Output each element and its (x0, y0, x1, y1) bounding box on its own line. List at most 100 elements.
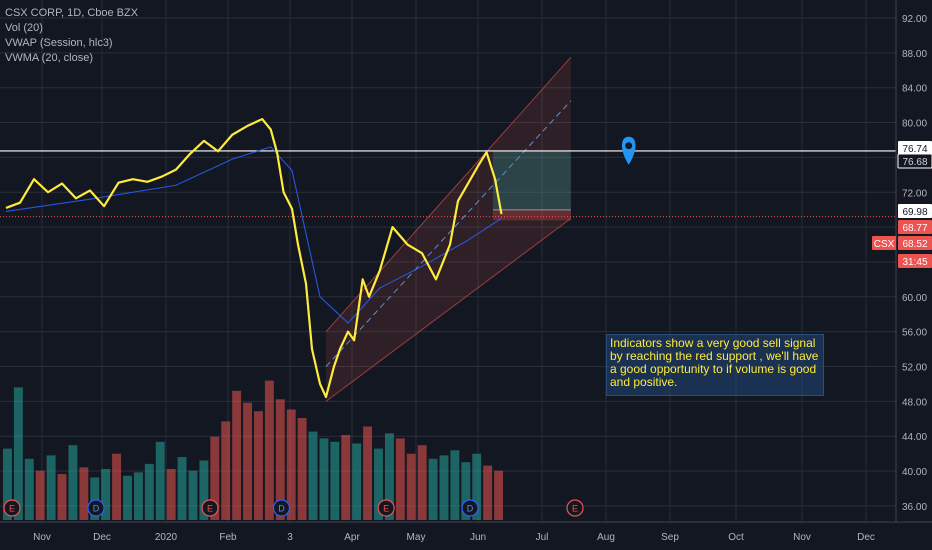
earnings-label: E (383, 504, 389, 514)
volume-bar (406, 453, 416, 520)
x-tick-label: Dec (857, 532, 875, 543)
price-label: 31:45 (898, 254, 932, 268)
y-tick-label: 88.00 (902, 49, 927, 60)
legend-vwma[interactable]: VWMA (20, close) (5, 52, 94, 64)
earnings-event-marker[interactable]: E (201, 499, 219, 517)
x-tick-label: Jun (470, 532, 486, 543)
vwma-line (5, 146, 502, 324)
y-tick-label: 60.00 (902, 293, 927, 304)
volume-bar (461, 462, 471, 520)
price-label-text: 31:45 (902, 257, 927, 268)
volume-bar (188, 470, 198, 520)
y-tick-label: 44.00 (902, 432, 927, 443)
volume-bar (243, 402, 252, 520)
volume-bar (450, 450, 460, 520)
dividend-label: D (93, 504, 100, 514)
channel-midline[interactable] (325, 100, 572, 367)
volume-bar (155, 441, 165, 520)
price-labels: 76.74 76.68 69.98 68.77 68.52 31:45 CSX (872, 141, 932, 268)
volume-bar (352, 443, 362, 520)
price-label-box (898, 220, 932, 234)
volume-bar (133, 472, 143, 520)
volume-bar (101, 469, 111, 520)
y-tick-label: 56.00 (902, 328, 927, 339)
position-stop-zone[interactable] (492, 209, 571, 221)
legend-vwap[interactable]: VWAP (Session, hlc3) (5, 37, 113, 49)
y-tick-label: 80.00 (902, 119, 927, 130)
volume-bar (384, 433, 394, 520)
volume-bar (341, 435, 351, 520)
x-tick-label: Nov (793, 532, 811, 543)
volume-bar (177, 457, 187, 520)
legend-volume[interactable]: Vol (20) (5, 22, 43, 34)
volume-bar (3, 448, 12, 520)
volume-bar (144, 463, 154, 520)
x-tick-label: 2020 (155, 532, 178, 543)
note-line: Indicators show a very good sell signal (610, 336, 816, 350)
earnings-circle (566, 499, 584, 517)
channel-upper-line[interactable] (325, 56, 572, 332)
pin-body (621, 136, 636, 165)
price-axis-background (896, 0, 932, 550)
channel-fill[interactable] (326, 57, 571, 402)
price-label-text: 68.52 (902, 239, 927, 250)
volume-bar (166, 469, 176, 520)
earnings-event-marker[interactable]: E (566, 499, 584, 517)
dividend-event-marker[interactable]: D (461, 499, 479, 517)
price-label: 76.68 (897, 153, 932, 169)
chart-legend: CSX CORP, 1D, Cboe BZX Vol (20) VWAP (Se… (5, 6, 138, 66)
earnings-circle (3, 499, 21, 517)
volume-bar (472, 453, 482, 520)
volume-bar (330, 441, 340, 520)
location-pin-icon[interactable] (621, 136, 636, 165)
symbol-tag-box (872, 236, 896, 250)
volume-bar (286, 409, 296, 520)
pin-hole (625, 142, 633, 150)
earnings-circle (377, 499, 395, 517)
price-label-text: 76.74 (902, 144, 927, 155)
dividend-label: D (467, 504, 474, 514)
x-tick-label: 3 (287, 532, 293, 543)
drawings[interactable] (0, 56, 896, 402)
y-tick-label: 52.00 (902, 363, 927, 374)
earnings-event-marker[interactable]: E (377, 499, 395, 517)
note-line: by reaching the red support , we'll have (610, 349, 819, 363)
x-tick-label: Aug (597, 532, 615, 543)
volume-bars (3, 380, 503, 520)
y-tick-label: 84.00 (902, 84, 927, 95)
price-label-box (898, 254, 932, 268)
dividend-circle (87, 499, 105, 517)
volume-bar (275, 399, 285, 520)
text-note[interactable]: Indicators show a very good sell signal … (606, 334, 824, 396)
volume-bar (210, 436, 220, 520)
price-label-text: 69.98 (902, 207, 927, 218)
y-tick-label: 48.00 (902, 397, 927, 408)
volume-bar (439, 455, 449, 520)
volume-bar (417, 445, 427, 520)
x-tick-label: Nov (33, 532, 51, 543)
volume-bar (13, 387, 23, 520)
legend-symbol-title[interactable]: CSX CORP, 1D, Cboe BZX (5, 7, 139, 19)
price-label: 69.98 (898, 204, 932, 218)
dividend-event-marker[interactable]: D (87, 499, 105, 517)
volume-bar (35, 470, 45, 520)
earnings-event-marker[interactable]: E (3, 499, 21, 517)
dividend-label: D (278, 504, 285, 514)
dividend-event-marker[interactable]: D (272, 499, 291, 517)
volume-bar (319, 438, 329, 520)
price-label-box (898, 204, 932, 218)
volume-bar (297, 418, 307, 520)
earnings-circle (201, 499, 219, 517)
x-tick-label: Sep (661, 532, 679, 543)
price-label-text: 76.68 (902, 157, 927, 168)
position-target-zone[interactable] (492, 150, 571, 210)
x-tick-label: Feb (219, 532, 237, 543)
earnings-label: E (207, 504, 213, 514)
volume-bar (79, 467, 89, 520)
dividend-circle (461, 499, 479, 517)
volume-bar (221, 421, 231, 520)
channel-lower-line[interactable] (325, 217, 572, 402)
